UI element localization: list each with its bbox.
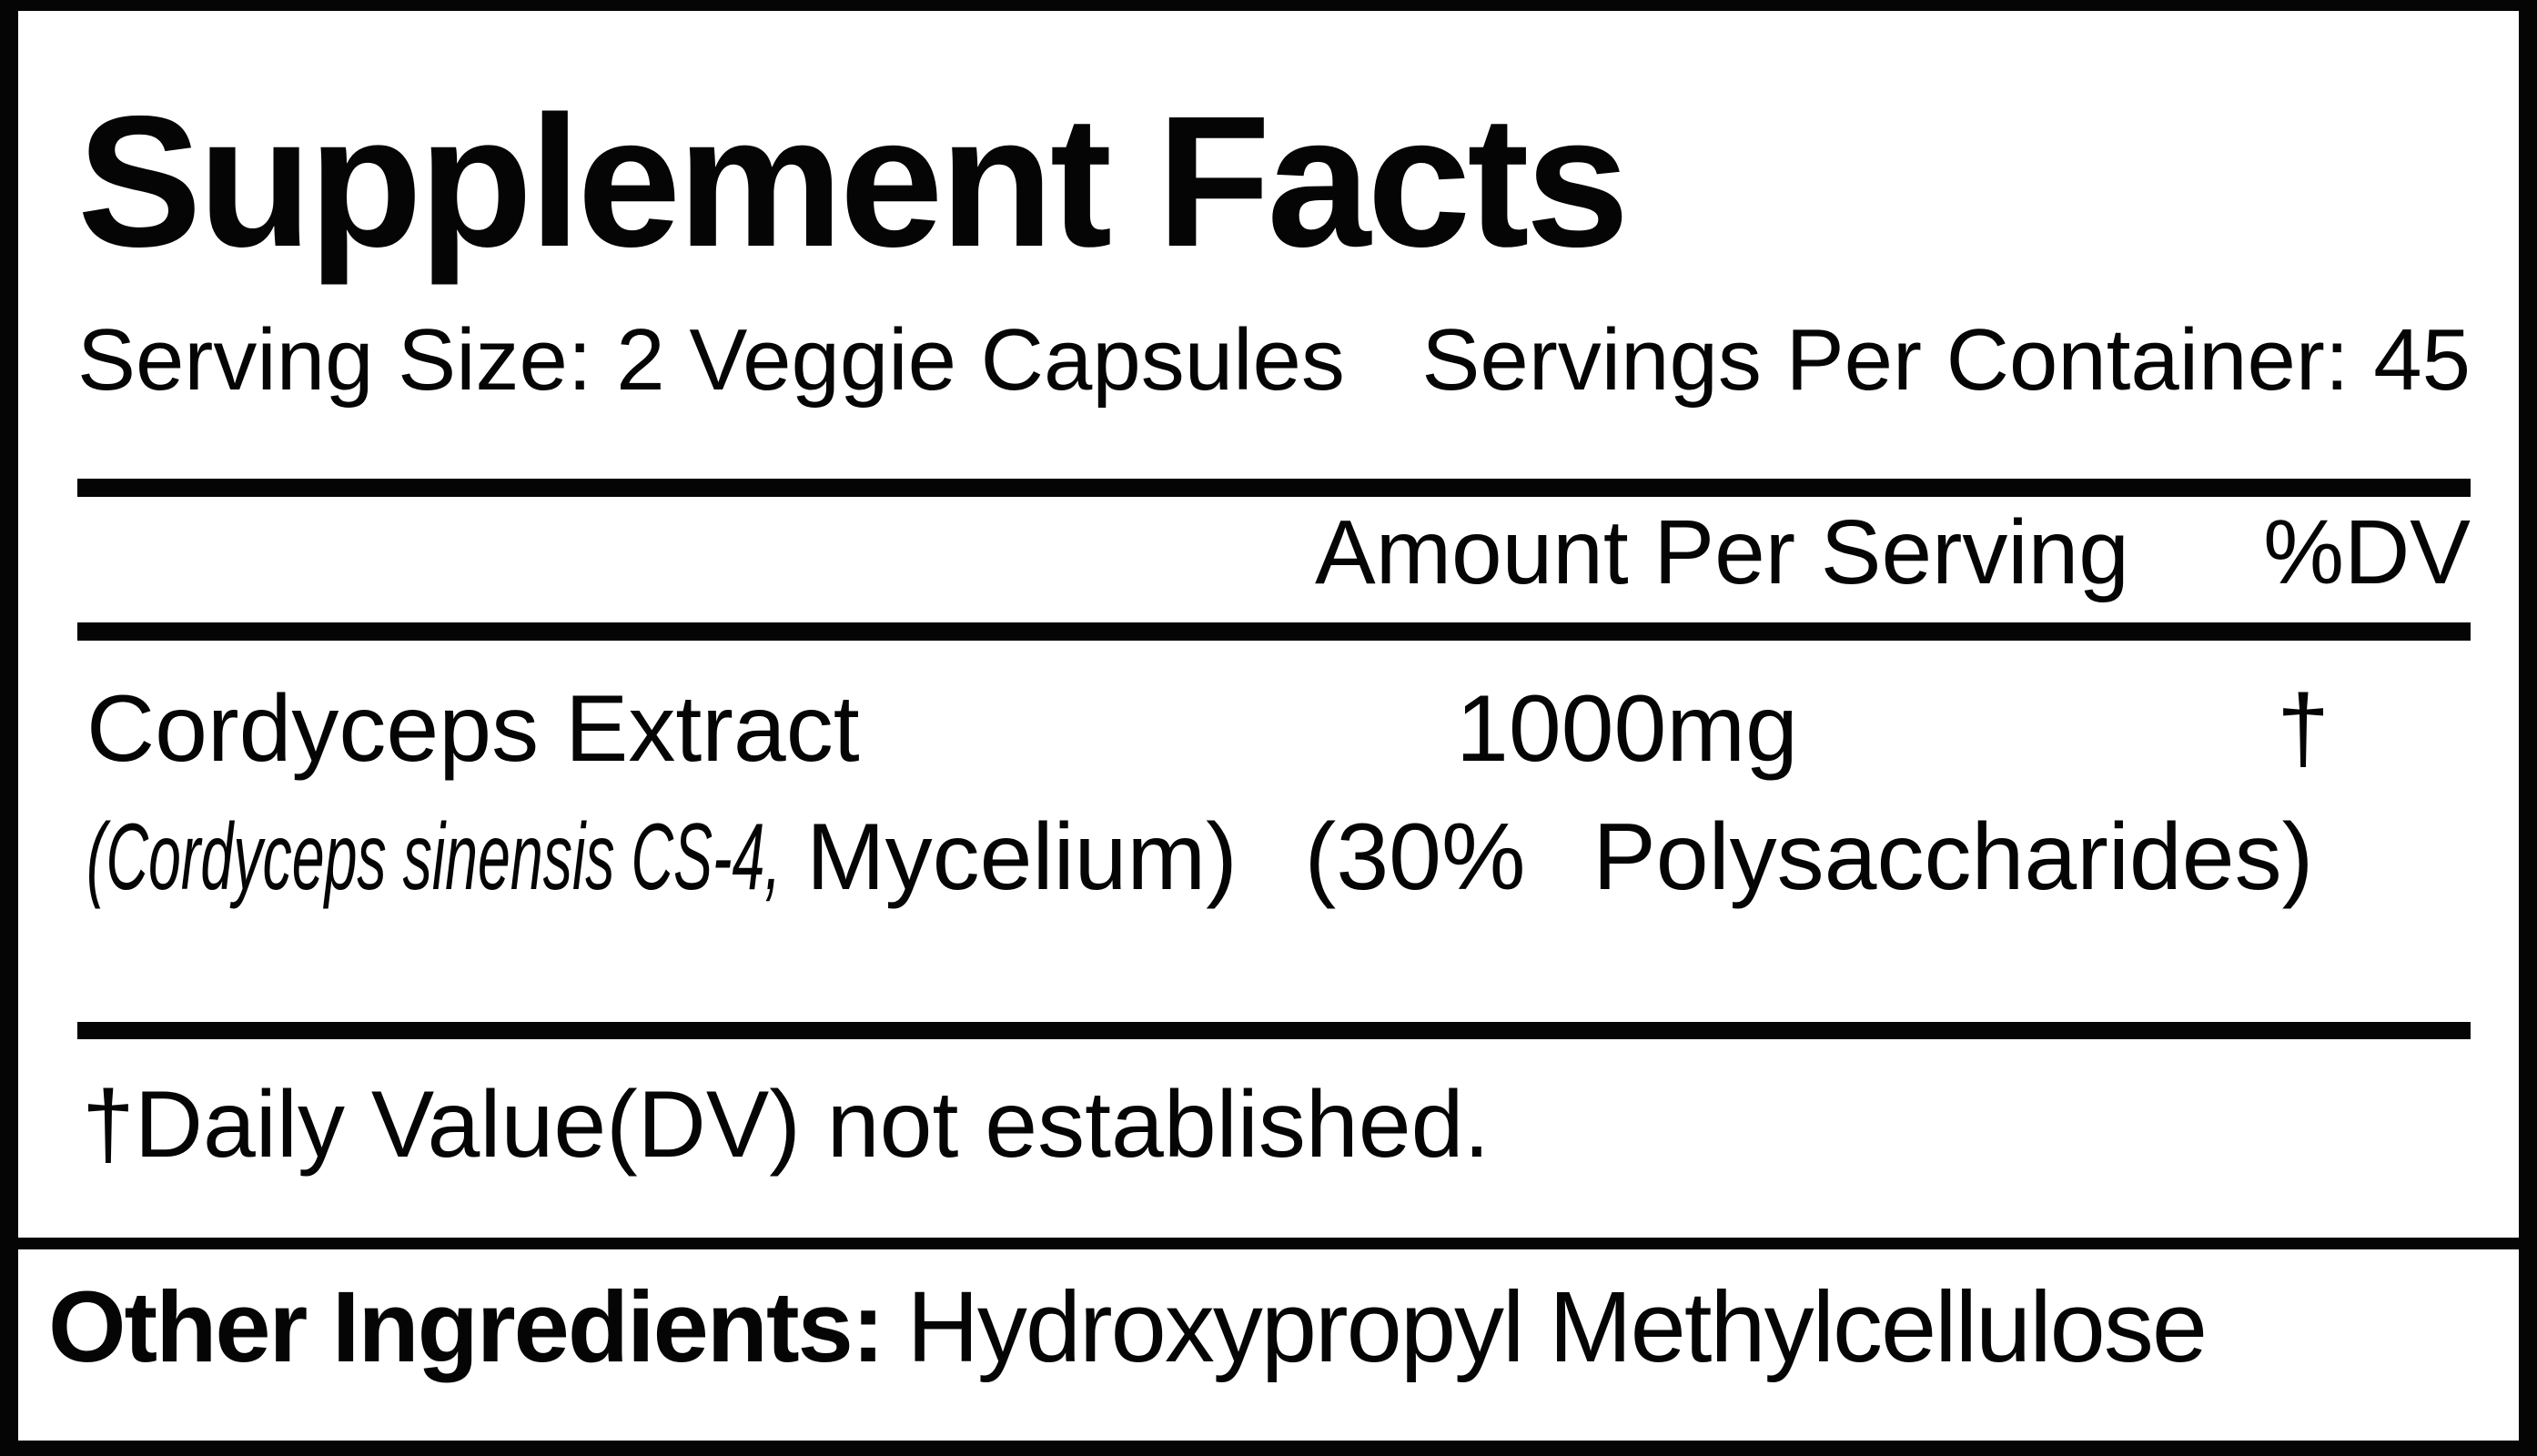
- ingredient-row: Cordyceps Extract 1000mg †: [77, 682, 2471, 791]
- label-title: Supplement Facts: [77, 77, 1630, 286]
- ingredient-detail-regular: Mycelium) (30% Polysaccharides): [806, 804, 2314, 910]
- serving-size-text: Serving Size: 2 Veggie Capsules: [77, 311, 1345, 409]
- thick-rule-top: [77, 479, 2471, 497]
- other-ingredients-label: Other Ingredients:: [48, 1271, 884, 1383]
- ingredient-name: Cordyceps Extract: [86, 676, 860, 782]
- serving-info-row: Serving Size: 2 Veggie Capsules Servings…: [77, 317, 2471, 404]
- ingredient-detail-italic: (Cordyceps sinensis CS-4,: [86, 804, 782, 910]
- footnote-text: †Daily Value(DV) not established.: [82, 1072, 1491, 1178]
- column-header-dv: %DV: [2263, 501, 2471, 603]
- thick-rule-bottom: [77, 1022, 2471, 1039]
- other-ingredients-divider: [18, 1238, 2519, 1249]
- column-header-row: Amount Per Serving %DV: [77, 507, 2471, 607]
- column-header-amount: Amount Per Serving: [1315, 501, 2129, 603]
- thick-rule-under-header: [77, 622, 2471, 641]
- other-ingredients-row: Other Ingredients: Hydroxypropyl Methylce…: [48, 1278, 2471, 1378]
- ingredient-dv-symbol: †: [2277, 676, 2330, 782]
- other-ingredients-value: Hydroxypropyl Methylcellulose: [906, 1271, 2208, 1383]
- servings-per-container-text: Servings Per Container: 45: [1421, 311, 2471, 409]
- ingredient-detail-row: (Cordyceps sinensis CS-4, Mycelium) (30% …: [86, 810, 2471, 905]
- ingredient-amount: 1000mg: [1456, 676, 1798, 782]
